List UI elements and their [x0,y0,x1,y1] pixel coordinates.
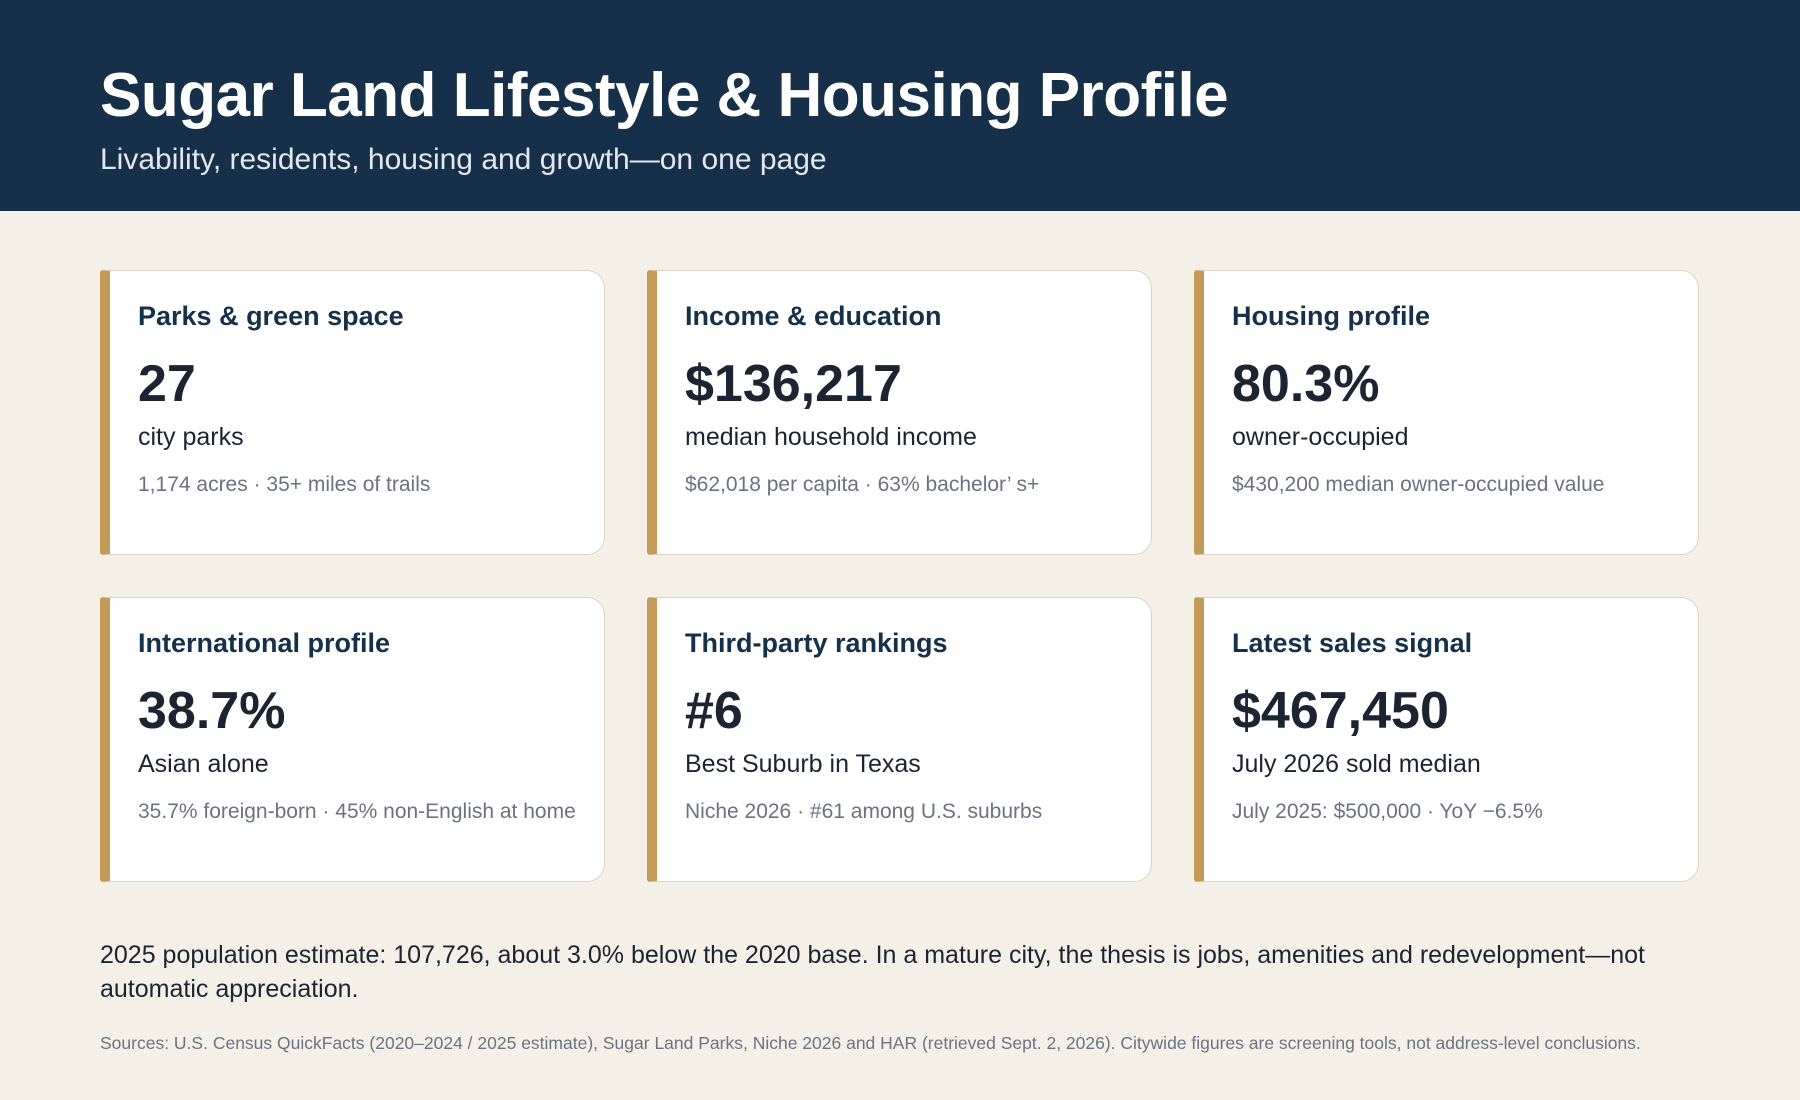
card-value: $136,217 [685,355,902,413]
card-note: July 2025: $500,000 · YoY −6.5% [1232,800,1543,823]
page-title: Sugar Land Lifestyle & Housing Profile [100,61,1229,130]
card-label: city parks [138,423,244,451]
card-note: 1,174 acres · 35+ miles of trails [138,473,431,496]
card-value: 80.3% [1232,355,1380,413]
card-housing: Housing profile 80.3% owner-occupied $43… [1194,270,1699,555]
card-value: #6 [685,682,743,740]
page-header: Sugar Land Lifestyle & Housing Profile L… [0,0,1800,211]
summary-text: 2025 population estimate: 107,726, about… [100,941,1645,1003]
card-value: 27 [138,355,196,413]
card-note: $62,018 per capita · 63% bachelor’ s+ [685,473,1040,496]
sources-note: Sources: U.S. Census QuickFacts (2020–20… [100,1033,1641,1053]
card-note: 35.7% foreign-born · 45% non-English at … [138,800,576,823]
page-subtitle: Livability, residents, housing and growt… [100,143,827,176]
card-label: owner-occupied [1232,423,1409,451]
card-title: Third-party rankings [685,628,948,658]
card-label: median household income [685,423,977,451]
card-value: $467,450 [1232,682,1449,740]
card-income: Income & education $136,217 median house… [647,270,1152,555]
card-label: Best Suburb in Texas [685,750,921,778]
card-title: Parks & green space [138,301,404,331]
card-note: Niche 2026 · #61 among U.S. suburbs [685,800,1043,823]
metric-card-grid: Parks & green space 27 city parks 1,174 … [100,270,1700,882]
card-value: 38.7% [138,682,286,740]
card-sales: Latest sales signal $467,450 July 2026 s… [1194,597,1699,882]
card-international: International profile 38.7% Asian alone … [100,597,605,882]
card-note: $430,200 median owner-occupied value [1232,473,1605,496]
card-rankings: Third-party rankings #6 Best Suburb in T… [647,597,1152,882]
card-label: Asian alone [138,750,269,778]
card-title: Housing profile [1232,301,1430,331]
card-title: Latest sales signal [1232,628,1473,658]
card-title: International profile [138,628,391,658]
card-title: Income & education [685,301,942,331]
card-label: July 2026 sold median [1232,750,1481,778]
card-parks: Parks & green space 27 city parks 1,174 … [100,270,605,555]
